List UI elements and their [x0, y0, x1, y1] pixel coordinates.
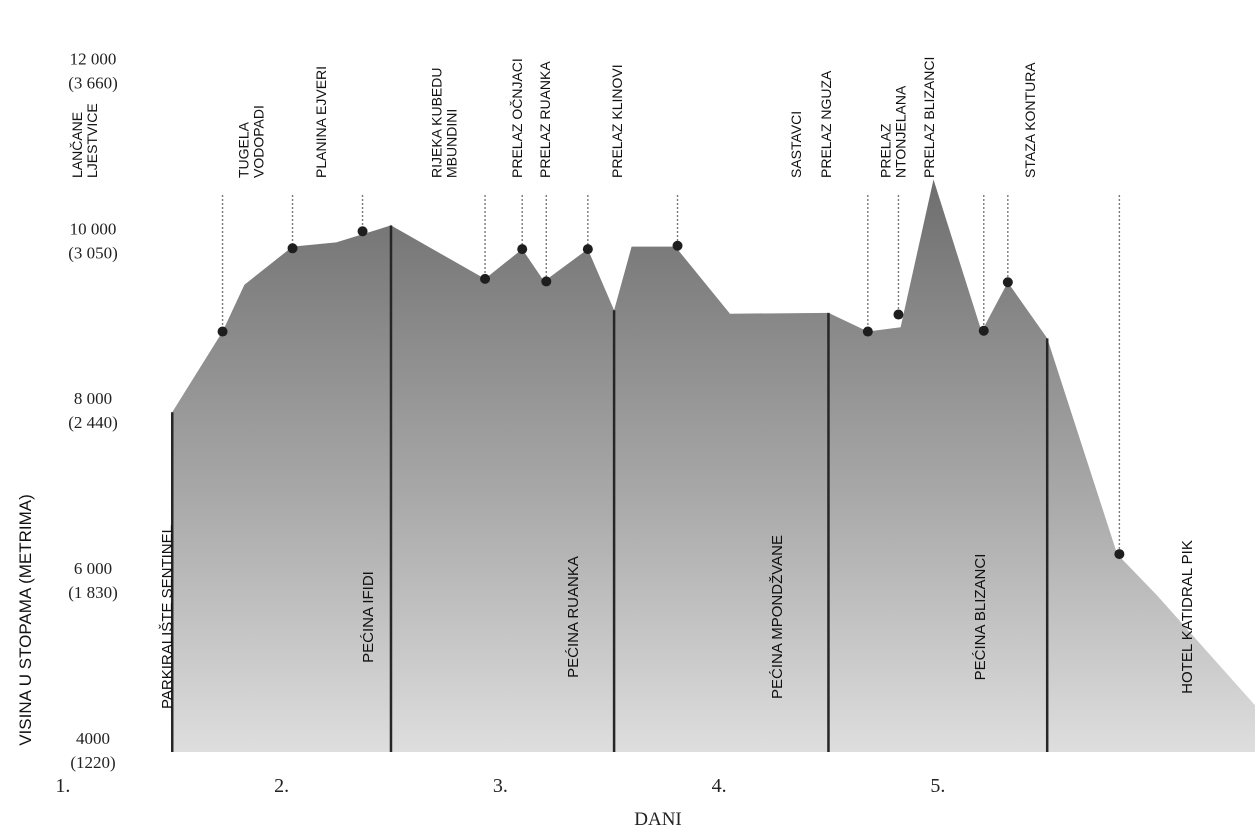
landmark-marker [978, 325, 989, 336]
y-tick-label: 10 000 [70, 219, 117, 238]
landmark-marker [582, 244, 593, 255]
landmark-markers [217, 226, 1125, 560]
landmark-label: MBUNDINI [444, 109, 460, 178]
landmark-label: PLANINA EJVERI [313, 66, 329, 178]
y-tick-sublabel: (1 830) [68, 583, 118, 602]
camp-label: PEĆINA MPONDŽVANE [769, 535, 786, 699]
end-label: HOTEL KATIDRAL PIK [1179, 540, 1196, 694]
y-tick-label: 4000 [76, 729, 110, 748]
landmark-label: RIJEKA KUBEDU [429, 68, 445, 178]
x-axis-label: DANI [634, 809, 682, 830]
y-tick-label: 12 000 [70, 49, 117, 68]
camp-label: PEĆINA BLIZANCI [972, 554, 989, 681]
landmark-label: PRELAZ NGUZA [818, 70, 834, 178]
x-tick-label: 2. [274, 775, 289, 797]
y-axis-ticks: 12 000 (3 660) 10 000 (3 050) 8 000 (2 440) 6 … [68, 49, 118, 772]
landmark-marker [357, 226, 368, 237]
camp-label: PEĆINA RUANKA [565, 556, 582, 678]
landmark-marker [217, 326, 228, 337]
landmark-marker [1114, 549, 1125, 560]
landmark-label: TUGELA [236, 121, 252, 178]
landmark-label: STAZA KONTURA [1022, 62, 1038, 178]
x-tick-label: 1. [55, 775, 70, 797]
y-tick-sublabel: (3 660) [68, 73, 118, 92]
landmark-labels: LANČANE LJESTVICE TUGELA VODOPADI PLANINA EJ… [69, 57, 1038, 178]
y-tick-sublabel: (1220) [70, 753, 115, 772]
y-axis-label: VISINA U STOPAMA (METRIMA) [16, 494, 35, 746]
landmark-marker [541, 276, 552, 287]
landmark-marker [287, 243, 298, 254]
camp-lines [170, 225, 1049, 752]
area-layer [172, 179, 1255, 752]
landmark-label: LANČANE [69, 112, 85, 178]
y-tick-sublabel: (3 050) [68, 243, 118, 262]
camp-label: PARKIRALIŠTE SENTINEL [159, 525, 176, 709]
landmark-label: PRELAZ [878, 123, 894, 178]
landmark-leaders [221, 195, 1121, 555]
landmark-label: SASTAVCI [788, 111, 804, 178]
y-tick-sublabel: (2 440) [68, 413, 118, 432]
landmark-label: NTONJELANA [893, 85, 909, 178]
landmark-marker [862, 326, 873, 337]
landmark-label: PRELAZ KLINOVI [609, 64, 625, 178]
landmark-label: PRELAZ OČNJACI [509, 58, 525, 178]
camp-label: PEĆINA IFIDI [360, 571, 377, 663]
landmark-label: VODOPADI [251, 105, 267, 178]
y-tick-label: 6 000 [74, 559, 112, 578]
landmark-marker [672, 240, 683, 251]
x-axis-ticks: 1. 2. 3. 4. 5. [55, 775, 945, 797]
landmark-marker [480, 273, 491, 284]
x-tick-label: 3. [493, 775, 508, 797]
landmark-label: PRELAZ RUANKA [537, 61, 553, 178]
landmark-marker [1002, 277, 1013, 288]
landmark-label: LJESTVICE [84, 103, 100, 178]
camp-labels: PARKIRALIŠTE SENTINEL PEĆINA IFIDI PEĆINA … [159, 525, 1196, 709]
x-tick-label: 5. [930, 775, 945, 797]
landmark-marker [893, 309, 904, 320]
x-tick-label: 4. [712, 775, 727, 797]
y-tick-label: 8 000 [74, 389, 112, 408]
landmark-marker [517, 244, 528, 255]
elevation-area [172, 179, 1255, 752]
landmark-label: PRELAZ BLIZANCI [921, 57, 937, 178]
